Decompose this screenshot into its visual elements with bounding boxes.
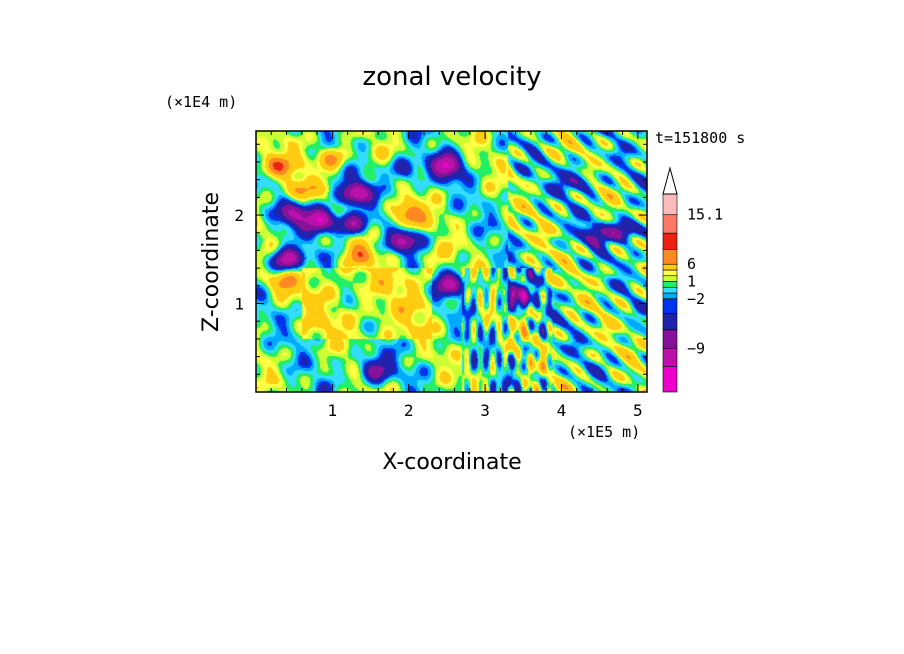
colorbar-segment <box>662 248 678 265</box>
colorbar-segment <box>662 193 678 216</box>
colorbar-segment <box>662 275 678 282</box>
colorbar-segment <box>662 281 678 288</box>
colorbar-tick-label: −2 <box>687 290 705 308</box>
x-unit-label: (×1E5 m) <box>568 423 640 441</box>
plot-frame <box>255 130 648 393</box>
x-tick-label: 1 <box>328 401 338 420</box>
y-unit-label: (×1E4 m) <box>165 93 237 111</box>
colorbar-extend-arrow <box>662 166 678 195</box>
x-tick-labels: 1 2 3 4 5 <box>328 401 643 420</box>
chart-title: zonal velocity <box>362 62 541 92</box>
colorbar-segment <box>662 214 678 234</box>
colorbar: 15.1 61−2 −9 <box>662 166 723 393</box>
y-tick-labels: 12 <box>234 206 244 313</box>
colorbar-segment <box>662 347 678 367</box>
colorbar-segment <box>662 329 678 349</box>
x-tick-label: 5 <box>633 401 643 420</box>
colorbar-segment <box>662 286 678 294</box>
x-tick-label: 2 <box>404 401 414 420</box>
colorbar-tick-label: 1 <box>687 272 696 290</box>
x-tick-label: 3 <box>480 401 490 420</box>
colorbar-segment <box>662 269 678 277</box>
x-tick-label: 4 <box>557 401 567 420</box>
colorbar-segment <box>662 232 678 250</box>
y-tick-label: 1 <box>234 295 244 314</box>
y-axis-label: Z-coordinate <box>199 192 224 332</box>
colorbar-segment <box>662 298 678 315</box>
x-axis-label: X-coordinate <box>382 450 521 475</box>
colorbar-segment <box>662 263 678 271</box>
axis-ticks <box>256 131 647 392</box>
colorbar-segment <box>662 366 678 393</box>
colorbar-tick-label: 6 <box>687 255 696 273</box>
colorbar-tick-label: −9 <box>687 339 705 357</box>
y-tick-label: 2 <box>234 206 244 225</box>
colorbar-segment <box>662 292 678 300</box>
contour-field <box>256 131 647 392</box>
colorbar-tick-label: 15.1 <box>687 206 723 224</box>
colorbar-segment <box>662 313 678 331</box>
time-label: t=151800 s <box>655 129 745 147</box>
